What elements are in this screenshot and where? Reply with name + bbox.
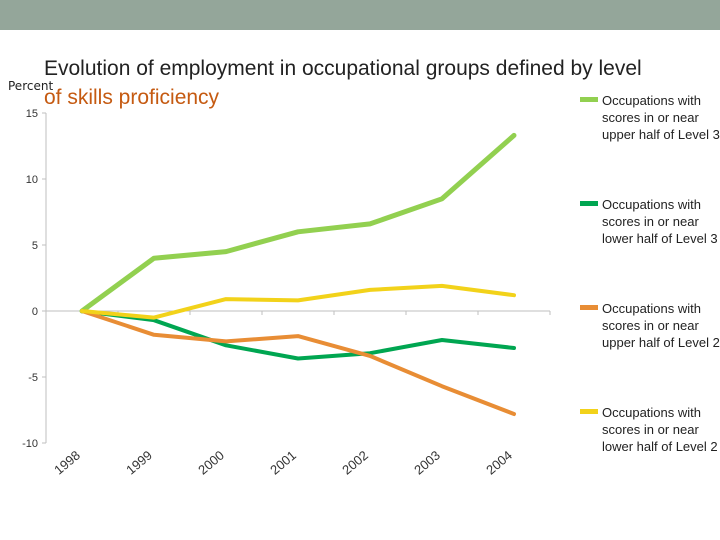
legend-label: Occupations with scores in or near lower… — [602, 405, 718, 454]
legend-swatch — [580, 201, 598, 206]
chart-title: Evolution of employment in occupational … — [44, 54, 684, 112]
chart-title-line1: Evolution of employment in occupational … — [44, 57, 642, 80]
y-tick-label: 15 — [26, 108, 38, 120]
x-tick-label: 2002 — [339, 448, 371, 478]
series-line-3 — [80, 309, 516, 416]
x-tick-label: 2001 — [267, 448, 299, 478]
y-tick-label: 10 — [26, 174, 38, 186]
legend-swatch — [580, 305, 598, 310]
legend-swatch — [580, 409, 598, 414]
slide-top-bar — [0, 0, 720, 30]
x-tick-label: 2003 — [411, 448, 443, 478]
series-line-4 — [80, 283, 516, 320]
x-tick-label: 1999 — [123, 448, 155, 478]
series-line-1 — [79, 132, 517, 314]
legend-label: Occupations with scores in or near lower… — [602, 197, 718, 246]
y-tick-label: -10 — [22, 438, 38, 450]
y-tick-label: 0 — [32, 306, 38, 318]
y-axis-unit-label: Percent — [8, 79, 54, 93]
x-tick-label: 2000 — [195, 448, 227, 478]
legend-swatch — [580, 97, 598, 102]
legend-label: Occupations with scores in or near upper… — [602, 301, 720, 350]
series-line-2 — [80, 309, 516, 361]
x-tick-label: 1998 — [51, 448, 83, 478]
legend-label: Occupations with scores in or near upper… — [602, 93, 720, 142]
chart-title-line2: of skills proficiency — [44, 86, 220, 109]
y-tick-label: -5 — [28, 372, 38, 384]
y-tick-label: 5 — [32, 240, 38, 252]
x-tick-label: 2004 — [483, 448, 515, 478]
